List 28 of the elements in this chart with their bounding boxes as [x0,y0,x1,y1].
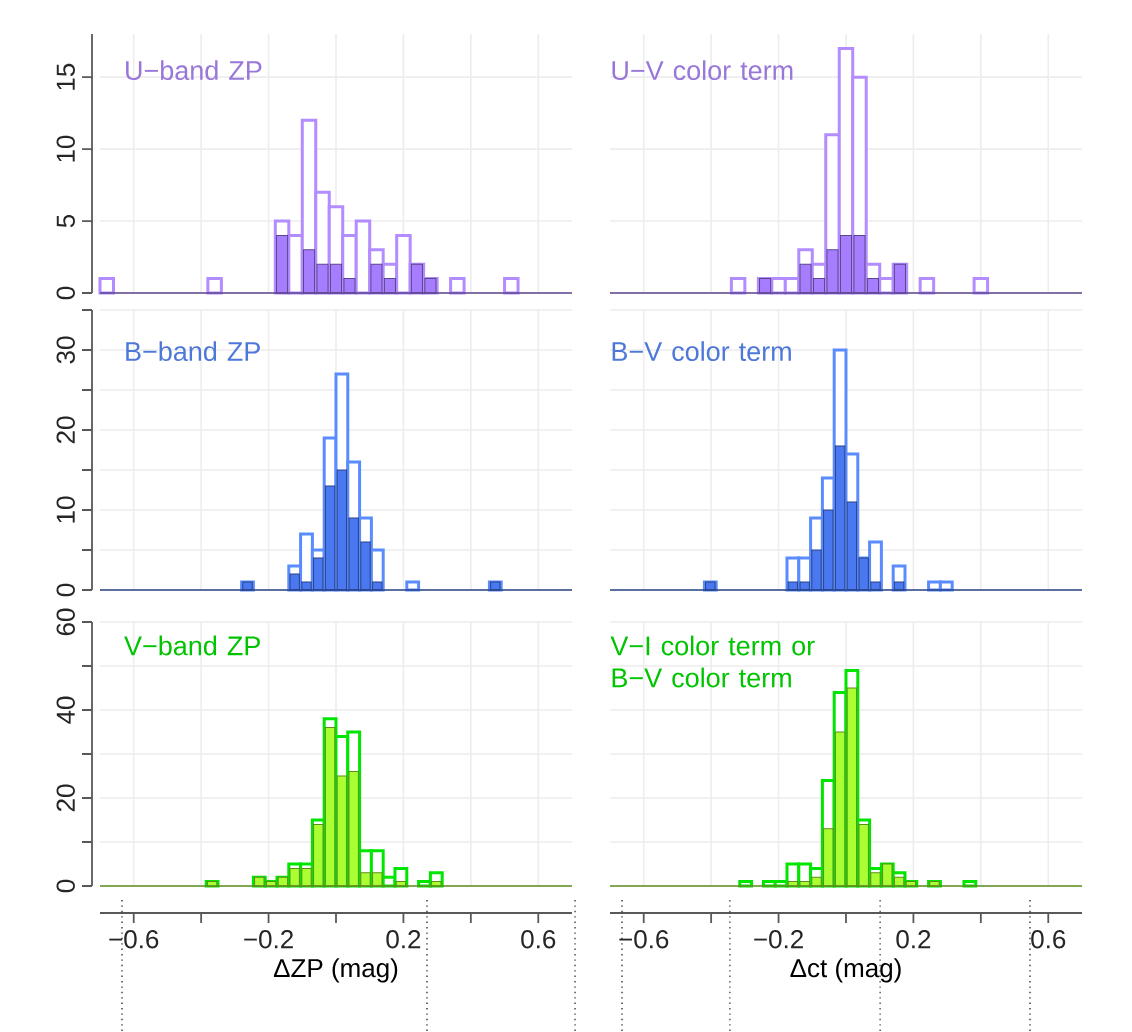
x-tick-label: 0.2 [386,930,421,949]
y-tick-label: 20 [56,784,75,812]
y-tick-label: 40 [56,696,75,724]
text: U−V color term [612,60,793,81]
x-axis-title: ΔZP (mag) [273,958,398,983]
x-tick-label: 0.6 [521,930,556,949]
y-tick-label: 0 [56,879,75,893]
chart-title: V−band ZP [124,635,260,656]
y-tick-label: 60 [56,608,75,636]
x-tick-label: 0.2 [896,930,931,949]
y-tick-label: 5 [56,214,75,228]
text: U−band ZP [126,60,262,81]
y-tick-label: 30 [56,336,75,364]
x-axis-title: Δct (mag) [790,958,901,983]
y-tick-label: 15 [56,63,75,90]
y-tick-label: 0 [56,286,75,300]
y-tick-label: 0 [56,583,75,597]
x-tick-label: −0.2 [754,930,803,949]
y-tick-label: 20 [56,416,75,444]
y-tick-label: 10 [56,135,75,162]
y-tick-label: 10 [56,496,75,523]
x-tick-label: −0.6 [619,930,669,949]
x-tick-label: 0.6 [1031,930,1066,949]
x-tick-label: −0.6 [109,930,159,949]
text: V−I color term or B−V color term [610,635,815,688]
text: B−V color term [612,341,791,362]
x-tick-label: −0.2 [244,930,293,949]
text: B−band ZP [126,341,260,362]
